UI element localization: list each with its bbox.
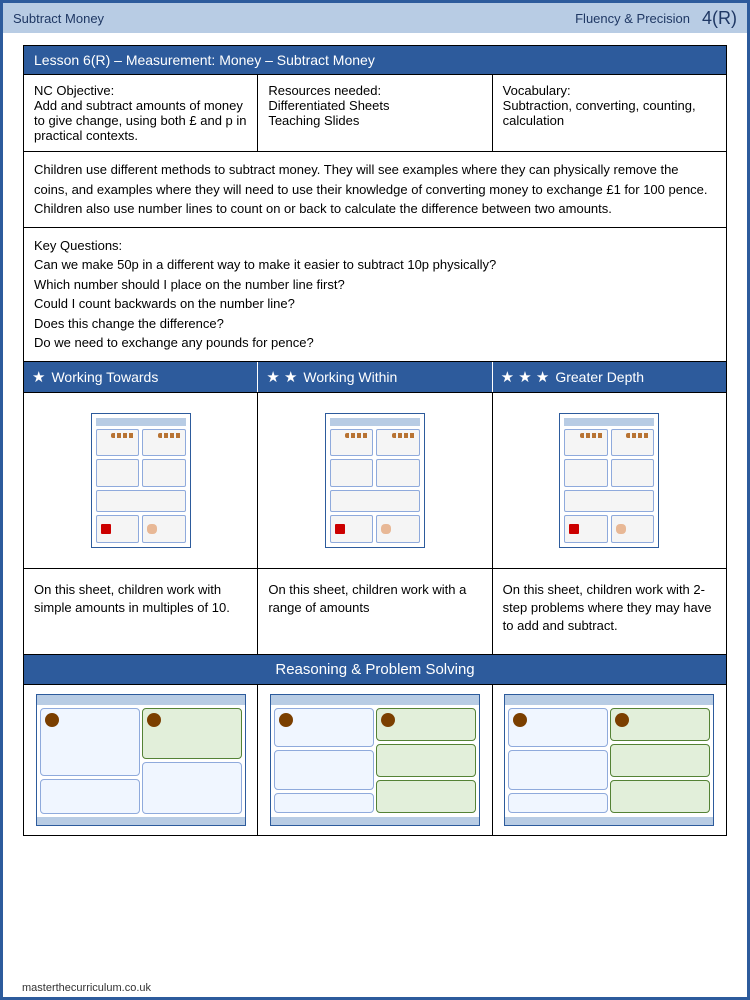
key-questions: Key Questions: Can we make 50p in a diff…: [24, 228, 726, 362]
description: Children use different methods to subtra…: [24, 152, 726, 228]
reasoning-towards: [24, 685, 258, 835]
reasoning-thumb: [36, 694, 246, 826]
kq-heading: Key Questions:: [34, 238, 122, 253]
level-towards-header: ★ Working Towards: [24, 362, 258, 392]
nc-heading: NC Objective:: [34, 83, 114, 98]
reasoning-thumbs-row: [24, 685, 726, 835]
kq-5: Do we need to exchange any pounds for pe…: [34, 335, 314, 350]
reasoning-thumb: [504, 694, 714, 826]
page-number: 4(R): [702, 8, 737, 29]
page: Subtract Money Fluency & Precision 4(R) …: [0, 0, 750, 1000]
desc-within: On this sheet, children work with a rang…: [258, 569, 492, 654]
footer: masterthecurriculum.co.uk: [22, 982, 151, 994]
reasoning-thumb: [270, 694, 480, 826]
level-headers: ★ Working Towards ★ ★ Working Within ★ ★…: [24, 362, 726, 393]
level-towards-label: Working Towards: [51, 369, 158, 385]
reasoning-header: Reasoning & Problem Solving: [24, 655, 726, 685]
level-within-label: Working Within: [303, 369, 397, 385]
reasoning-within: [258, 685, 492, 835]
star-icon: ★ ★ ★: [501, 368, 550, 386]
nc-text: Add and subtract amounts of money to giv…: [34, 98, 247, 143]
desc-depth: On this sheet, children work with 2-step…: [493, 569, 726, 654]
worksheet-thumbs-row: [24, 393, 726, 569]
vocabulary: Vocabulary: Subtraction, converting, cou…: [493, 75, 726, 151]
level-depth-label: Greater Depth: [555, 369, 644, 385]
lesson-title: Lesson 6(R) – Measurement: Money – Subtr…: [24, 46, 726, 75]
desc-towards: On this sheet, children work with simple…: [24, 569, 258, 654]
kq-4: Does this change the difference?: [34, 316, 224, 331]
worksheet-depth: [493, 393, 726, 568]
resources-heading: Resources needed:: [268, 83, 381, 98]
worksheet-thumb: [559, 413, 659, 548]
worksheet-within: [258, 393, 492, 568]
worksheet-thumb: [325, 413, 425, 548]
resources: Resources needed: Differentiated Sheets …: [258, 75, 492, 151]
header-left: Subtract Money: [13, 11, 104, 26]
level-within-header: ★ ★ Working Within: [258, 362, 492, 392]
header-bar: Subtract Money Fluency & Precision 4(R): [3, 3, 747, 33]
header-category: Fluency & Precision: [575, 11, 690, 26]
nc-objective: NC Objective: Add and subtract amounts o…: [24, 75, 258, 151]
vocab-text: Subtraction, converting, counting, calcu…: [503, 98, 696, 128]
star-icon: ★ ★: [266, 368, 297, 386]
worksheet-towards: [24, 393, 258, 568]
main-table: Lesson 6(R) – Measurement: Money – Subtr…: [23, 45, 727, 836]
worksheet-thumb: [91, 413, 191, 548]
resources-text: Differentiated Sheets Teaching Slides: [268, 98, 389, 128]
star-icon: ★: [32, 368, 45, 386]
vocab-heading: Vocabulary:: [503, 83, 571, 98]
content: Lesson 6(R) – Measurement: Money – Subtr…: [3, 33, 747, 848]
kq-3: Could I count backwards on the number li…: [34, 296, 295, 311]
header-right: Fluency & Precision 4(R): [575, 8, 737, 29]
level-descriptions: On this sheet, children work with simple…: [24, 569, 726, 655]
level-depth-header: ★ ★ ★ Greater Depth: [493, 362, 726, 392]
objectives-row: NC Objective: Add and subtract amounts o…: [24, 75, 726, 152]
kq-1: Can we make 50p in a different way to ma…: [34, 257, 496, 272]
kq-2: Which number should I place on the numbe…: [34, 277, 345, 292]
reasoning-depth: [493, 685, 726, 835]
